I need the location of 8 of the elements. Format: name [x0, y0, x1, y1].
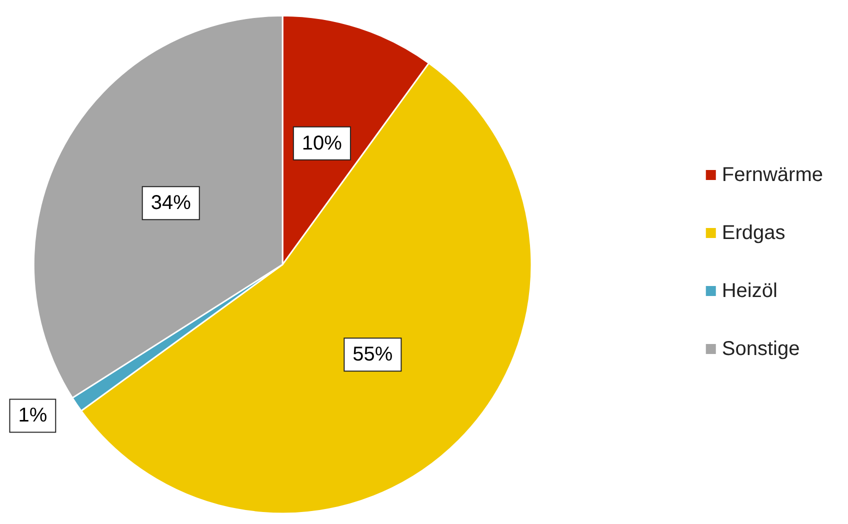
legend-label: Fernwärme [722, 164, 824, 186]
legend-label: Erdgas [722, 222, 786, 244]
data-label: 10% [302, 132, 342, 154]
legend-label: Sonstige [722, 338, 800, 360]
data-label: 1% [18, 404, 48, 427]
data-label: 34% [150, 192, 192, 214]
legend-label: Heizöl [722, 280, 778, 302]
data-label: 55% [352, 344, 393, 366]
